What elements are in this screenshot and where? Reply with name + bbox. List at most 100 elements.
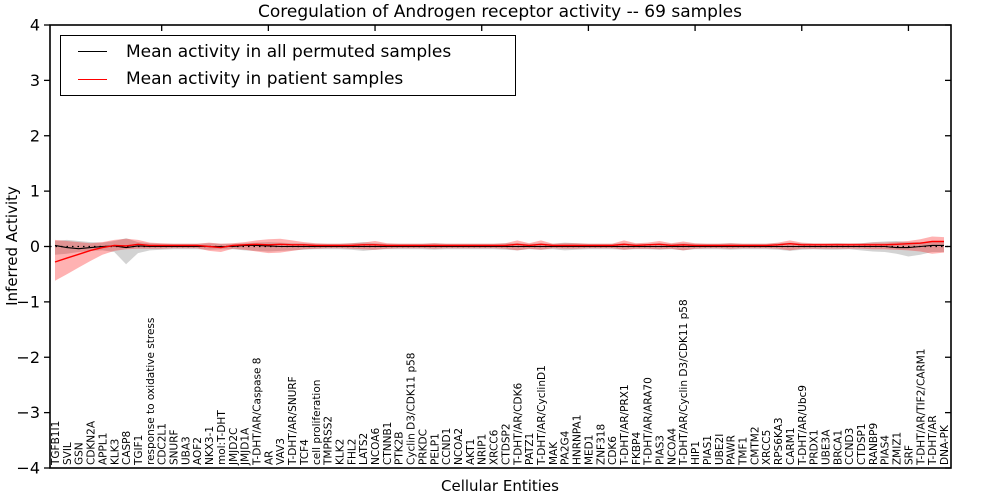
x-category-label: TGIF1 (133, 435, 145, 466)
x-category-label: T-DHT/AR (927, 415, 939, 466)
x-category-label: TMPRSS2 (323, 416, 335, 466)
x-category-label: NCOA4 (666, 428, 678, 465)
x-category-label: LATS2 (358, 433, 370, 465)
x-category-label: SVIL (62, 442, 74, 465)
y-tick-label: −4 (16, 459, 40, 478)
x-category-label: AKT1 (465, 439, 477, 465)
x-category-label: CMTM2 (749, 426, 761, 465)
x-category-label: T-DHT/AR/CyclinD1 (536, 365, 548, 466)
x-category-label: PA2G4 (560, 430, 572, 465)
x-category-label: NKX3-1 (204, 426, 216, 465)
x-category-label: DNA-PK (939, 424, 951, 465)
x-category-label: HNRNPA1 (572, 415, 584, 465)
x-category-label: NCOA2 (453, 428, 465, 465)
x-category-label: JMJD1A (240, 427, 252, 466)
x-axis-label: Cellular Entities (441, 477, 559, 495)
x-category-label: APPL1 (97, 433, 109, 465)
x-category-label: CTDSP1 (856, 423, 868, 465)
x-category-label: KLK2 (334, 439, 346, 465)
x-category-label: CDK6 (607, 436, 619, 465)
x-category-label: CDKN2A (86, 420, 98, 465)
x-category-label: UBE2I (714, 434, 726, 465)
legend-label-patient: Mean activity in patient samples (126, 69, 404, 90)
x-category-label: PAWR (726, 435, 738, 465)
y-tick-label: −3 (16, 403, 40, 422)
x-category-label: KLK3 (109, 439, 121, 465)
x-category-label: CASP8 (121, 431, 133, 465)
x-category-label: ZNF318 (595, 424, 607, 465)
x-category-label: MAK (548, 441, 560, 465)
x-category-label: T-DHT/AR/TIF2/CARM1 (915, 348, 927, 466)
x-category-label: CDC2L1 (157, 423, 169, 465)
x-category-label: AR (263, 451, 275, 465)
x-category-label: TGFB1I1 (50, 421, 62, 466)
x-category-label: XRCC5 (761, 430, 773, 465)
x-category-label: PIAS3 (655, 435, 667, 465)
x-category-label: T-DHT/AR/CDK6 (512, 383, 524, 466)
x-category-label: VAV3 (275, 438, 287, 465)
x-category-label: PTK2B (394, 431, 406, 465)
y-tick-label: 0 (30, 237, 40, 256)
y-tick-label: 4 (30, 16, 40, 35)
legend-row-patient: Mean activity in patient samples (61, 69, 515, 89)
y-tick-label: 3 (30, 71, 40, 90)
x-category-label: RANBP9 (868, 423, 880, 465)
x-category-label: FKBP4 (631, 432, 643, 465)
x-category-label: PIAS1 (702, 435, 714, 465)
y-tick-label: 2 (30, 126, 40, 145)
x-category-label: PIAS4 (880, 435, 892, 465)
y-tick-label: −2 (16, 348, 40, 367)
x-category-label: response to oxidative stress (145, 318, 157, 465)
x-category-label: MED1 (583, 435, 595, 465)
x-category-label: FHL2 (346, 439, 358, 465)
x-category-label: UBE3A (820, 429, 832, 465)
x-category-label: T-DHT/AR/SNURF (287, 376, 299, 466)
legend-label-permuted: Mean activity in all permuted samples (126, 41, 452, 62)
x-category-label: CTDSP2 (500, 423, 512, 465)
x-category-label: T-DHT/AR/PRX1 (619, 384, 631, 466)
x-category-label: Cyclin D3/CDK11 p58 (406, 353, 418, 465)
legend: Mean activity in all permuted samples Me… (60, 35, 516, 96)
x-category-label: HIP1 (690, 441, 702, 465)
legend-row-permuted: Mean activity in all permuted samples (61, 42, 515, 62)
x-category-label: SRF (903, 445, 915, 465)
x-category-label: T-DHT/AR/Cyclin D3/CDK11 p58 (678, 299, 690, 466)
x-category-label: XRCC6 (489, 429, 501, 465)
x-category-label: T-DHT/AR/Ubc9 (797, 385, 809, 466)
x-category-label: PATZ1 (524, 433, 536, 465)
x-category-label: CCND1 (441, 428, 453, 465)
y-axis-label: Inferred Activity (3, 186, 21, 306)
x-category-label: NRIP1 (477, 434, 489, 465)
x-category-label: mol:T-DHT (216, 410, 228, 465)
x-category-label: RPS6KA3 (773, 417, 785, 465)
x-category-label: ZMIZ1 (892, 432, 904, 465)
x-category-label: T-DHT/AR/ARA70 (643, 377, 655, 466)
patient-line-swatch (78, 78, 107, 80)
x-category-label: AOF2 (192, 437, 204, 465)
x-category-label: PRKDC (417, 429, 429, 465)
x-category-label: TCF4 (299, 439, 311, 466)
x-category-label: UBA3 (180, 436, 192, 465)
x-category-label: NCOA6 (370, 428, 382, 465)
x-category-label: TMF1 (737, 437, 749, 466)
x-category-label: cell proliferation (311, 380, 323, 465)
x-category-label: CTNNB1 (382, 422, 394, 465)
x-category-label: PELP1 (429, 433, 441, 465)
patient-band (55, 236, 944, 281)
permuted-band (55, 238, 944, 265)
x-category-label: SNURF (169, 429, 181, 465)
x-category-label: T-DHT/AR/Caspase 8 (252, 358, 264, 466)
y-tick-label: 1 (30, 182, 40, 201)
x-category-label: CCND3 (844, 428, 856, 465)
permuted-line-swatch (78, 51, 107, 53)
patient-mean-line (54, 240, 944, 263)
x-category-label: JMJD2C (228, 428, 240, 466)
x-category-label: BRCA1 (832, 430, 844, 465)
y-tick-label: −1 (16, 292, 40, 311)
x-category-label: CARM1 (785, 427, 797, 465)
x-category-label: GSN (74, 442, 86, 465)
x-category-label: PRDX1 (809, 429, 821, 465)
chart-title: Coregulation of Androgen receptor activi… (257, 2, 743, 22)
